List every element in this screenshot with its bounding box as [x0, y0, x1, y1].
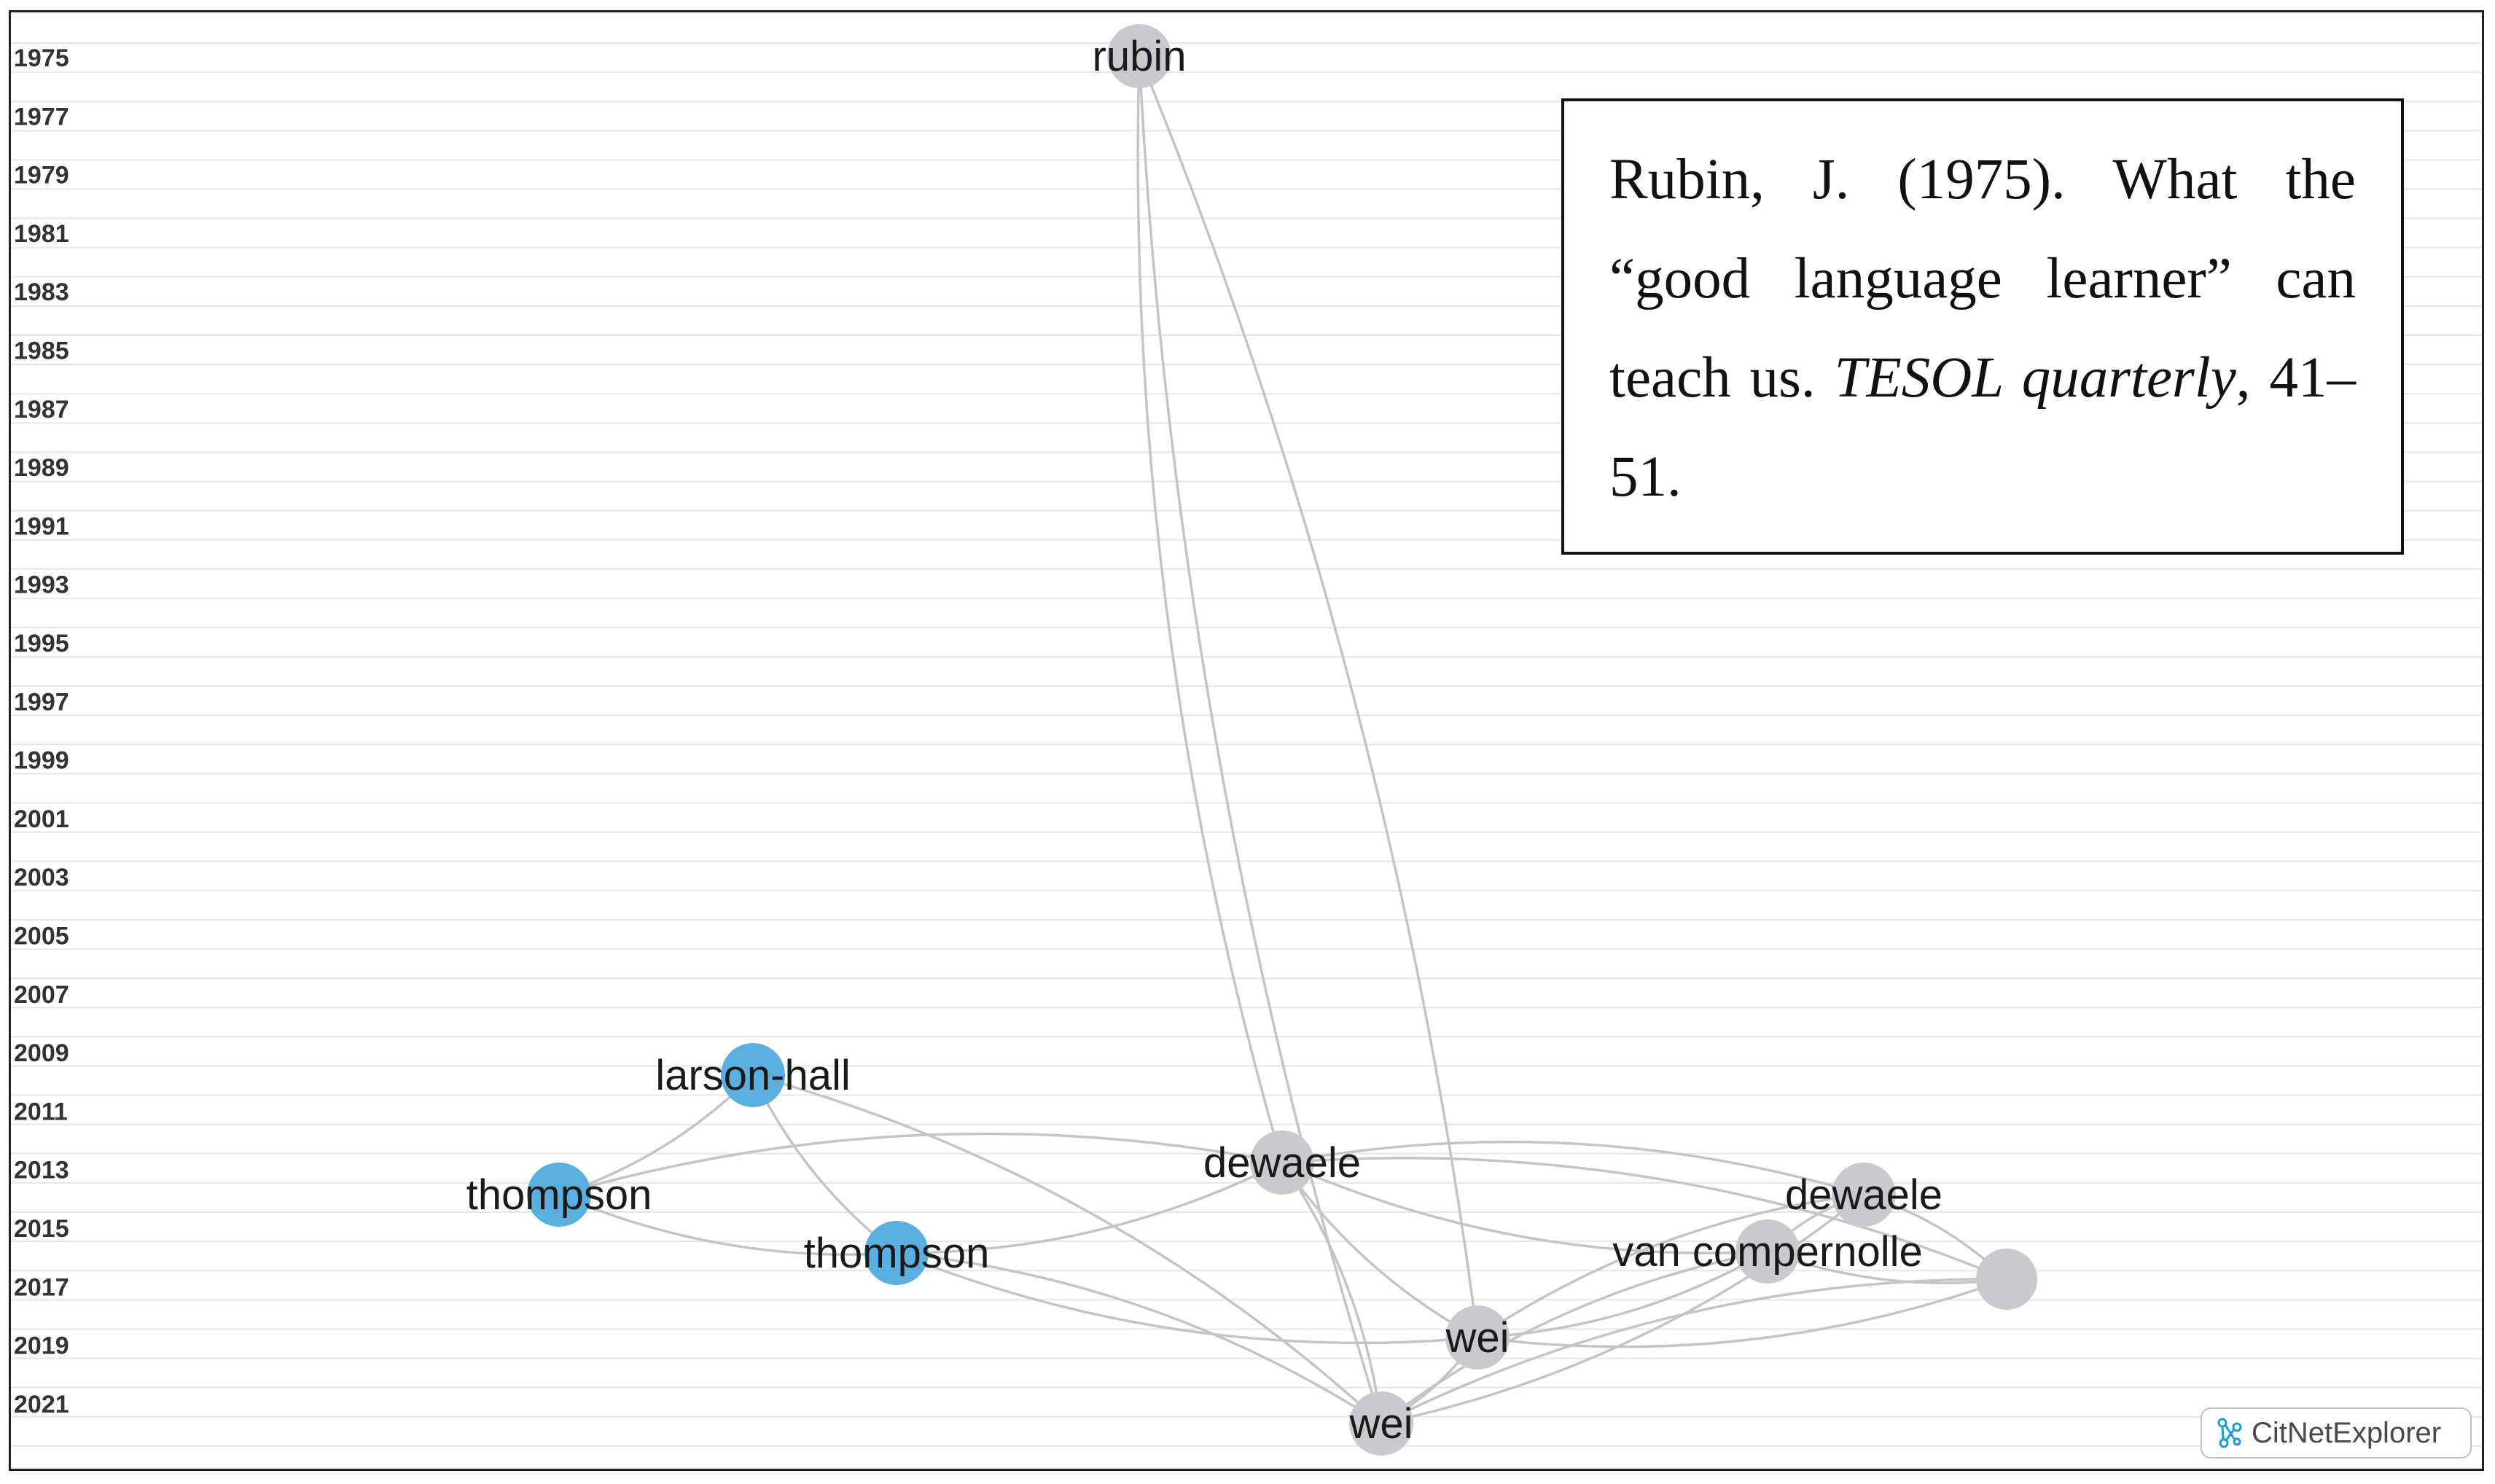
node-circle[interactable] — [1349, 1391, 1413, 1456]
year-label: 1977 — [14, 103, 69, 130]
citation-edge — [1281, 1162, 1383, 1424]
citation-edge — [1138, 55, 1479, 1338]
node-label: thompson — [466, 1171, 652, 1219]
node-circle[interactable] — [1976, 1249, 2037, 1310]
node-label: wei — [1445, 1314, 1509, 1362]
node-label: dewaele — [1203, 1139, 1361, 1187]
node-circle[interactable] — [1250, 1130, 1314, 1195]
citation-edge — [1477, 1278, 2007, 1348]
citation-edge — [896, 1251, 1478, 1345]
citation-edge — [752, 1074, 1383, 1425]
year-label: 2021 — [14, 1391, 69, 1418]
node-van-compernolle[interactable]: van compernolle — [1612, 1219, 1923, 1284]
node-dewaele-a[interactable]: dewaele — [1203, 1130, 1361, 1195]
node-label: rubin — [1093, 33, 1187, 80]
reference-author-title: Rubin, J. (1975). What the “good languag… — [1609, 148, 2356, 410]
node-circle[interactable] — [864, 1221, 929, 1285]
citnetexplorer-label: CitNetExplorer — [2252, 1416, 2442, 1449]
node-circle[interactable] — [527, 1163, 591, 1227]
year-axis: 1975 1977 1979 1981 1983 1985 1987 1989 1991 1993… — [14, 44, 69, 1418]
citation-edge — [1381, 1193, 1865, 1425]
node-dewaele-b[interactable]: dewaele — [1785, 1163, 1942, 1227]
node-rubin[interactable]: rubin — [1093, 24, 1187, 88]
year-label: 1975 — [14, 44, 69, 72]
node-thompson-a[interactable]: thompson — [466, 1163, 652, 1227]
publication-nodes: rubin larson-hall thompson thompson dewaele d… — [466, 24, 2037, 1456]
node-circle[interactable] — [1445, 1305, 1510, 1370]
citation-edge — [751, 1074, 898, 1254]
citation-edge — [896, 1161, 1283, 1254]
citation-edge — [1767, 1250, 2007, 1285]
citation-edge — [1380, 1250, 1768, 1425]
node-circle[interactable] — [1107, 24, 1171, 88]
node-label: larson-hall — [655, 1052, 851, 1099]
year-label: 2003 — [14, 864, 69, 891]
node-larson-hall[interactable]: larson-hall — [655, 1043, 851, 1107]
node-label: thompson — [804, 1230, 990, 1277]
year-label: 1981 — [14, 220, 69, 248]
citation-edge — [1281, 1162, 1478, 1339]
citnetexplorer-badge[interactable]: CitNetExplorer — [2201, 1407, 2472, 1458]
citation-edge — [558, 1132, 1283, 1196]
citation-edge — [1136, 55, 1284, 1163]
reference-pages: , 41–51. — [1609, 346, 2357, 509]
year-label: 1995 — [14, 630, 69, 657]
citation-edge — [1281, 1140, 1865, 1196]
node-circle[interactable] — [1832, 1163, 1896, 1227]
year-label: 1983 — [14, 278, 69, 306]
year-label: 1987 — [14, 396, 69, 423]
year-label: 2001 — [14, 805, 69, 833]
citation-edge — [1477, 1250, 1768, 1339]
year-label: 2019 — [14, 1332, 69, 1360]
node-thompson-b[interactable]: thompson — [804, 1221, 990, 1285]
node-label: van compernolle — [1612, 1228, 1923, 1276]
node-label: dewaele — [1785, 1171, 1942, 1219]
citnetexplorer-logo-icon — [2217, 1418, 2242, 1448]
citation-edge — [896, 1251, 1382, 1425]
citation-edge — [1281, 1161, 1768, 1254]
year-label: 1993 — [14, 571, 69, 599]
year-label: 2009 — [14, 1039, 69, 1067]
year-label: 1999 — [14, 747, 69, 775]
node-wei-b[interactable]: wei — [1348, 1391, 1413, 1456]
year-label: 2005 — [14, 923, 69, 950]
year-label: 2015 — [14, 1215, 69, 1243]
year-label: 2013 — [14, 1157, 69, 1184]
citation-edge — [558, 1193, 897, 1256]
reference-journal: TESOL quar­terly — [1834, 346, 2236, 410]
node-label: wei — [1348, 1400, 1413, 1448]
citation-edge — [1138, 55, 1383, 1424]
year-label: 1991 — [14, 512, 69, 540]
citation-edge — [1381, 1278, 2007, 1425]
node-unlabeled[interactable] — [1976, 1249, 2037, 1310]
year-label: 1979 — [14, 162, 69, 190]
reference-citation: Rubin, J. (1975). What the “good languag… — [1609, 130, 2356, 527]
reference-callout: Rubin, J. (1975). What the “good languag… — [1561, 98, 2404, 555]
citation-edge — [1281, 1157, 2007, 1281]
node-circle[interactable] — [1735, 1219, 1800, 1284]
year-label: 2011 — [14, 1098, 68, 1125]
year-label: 2007 — [14, 981, 69, 1009]
citation-network-graph: 1975 1977 1979 1981 1983 1985 1987 1989 1991 1993… — [11, 24, 2482, 1456]
year-label: 2017 — [14, 1273, 69, 1301]
citation-edge — [1477, 1193, 1865, 1339]
year-label: 1985 — [14, 337, 69, 365]
node-wei-a[interactable]: wei — [1445, 1305, 1510, 1370]
node-circle[interactable] — [721, 1043, 785, 1107]
year-label: 1989 — [14, 454, 69, 482]
citation-network-panel: 1975 1977 1979 1981 1983 1985 1987 1989 1991 1993… — [9, 10, 2484, 1471]
year-label: 1997 — [14, 688, 69, 716]
